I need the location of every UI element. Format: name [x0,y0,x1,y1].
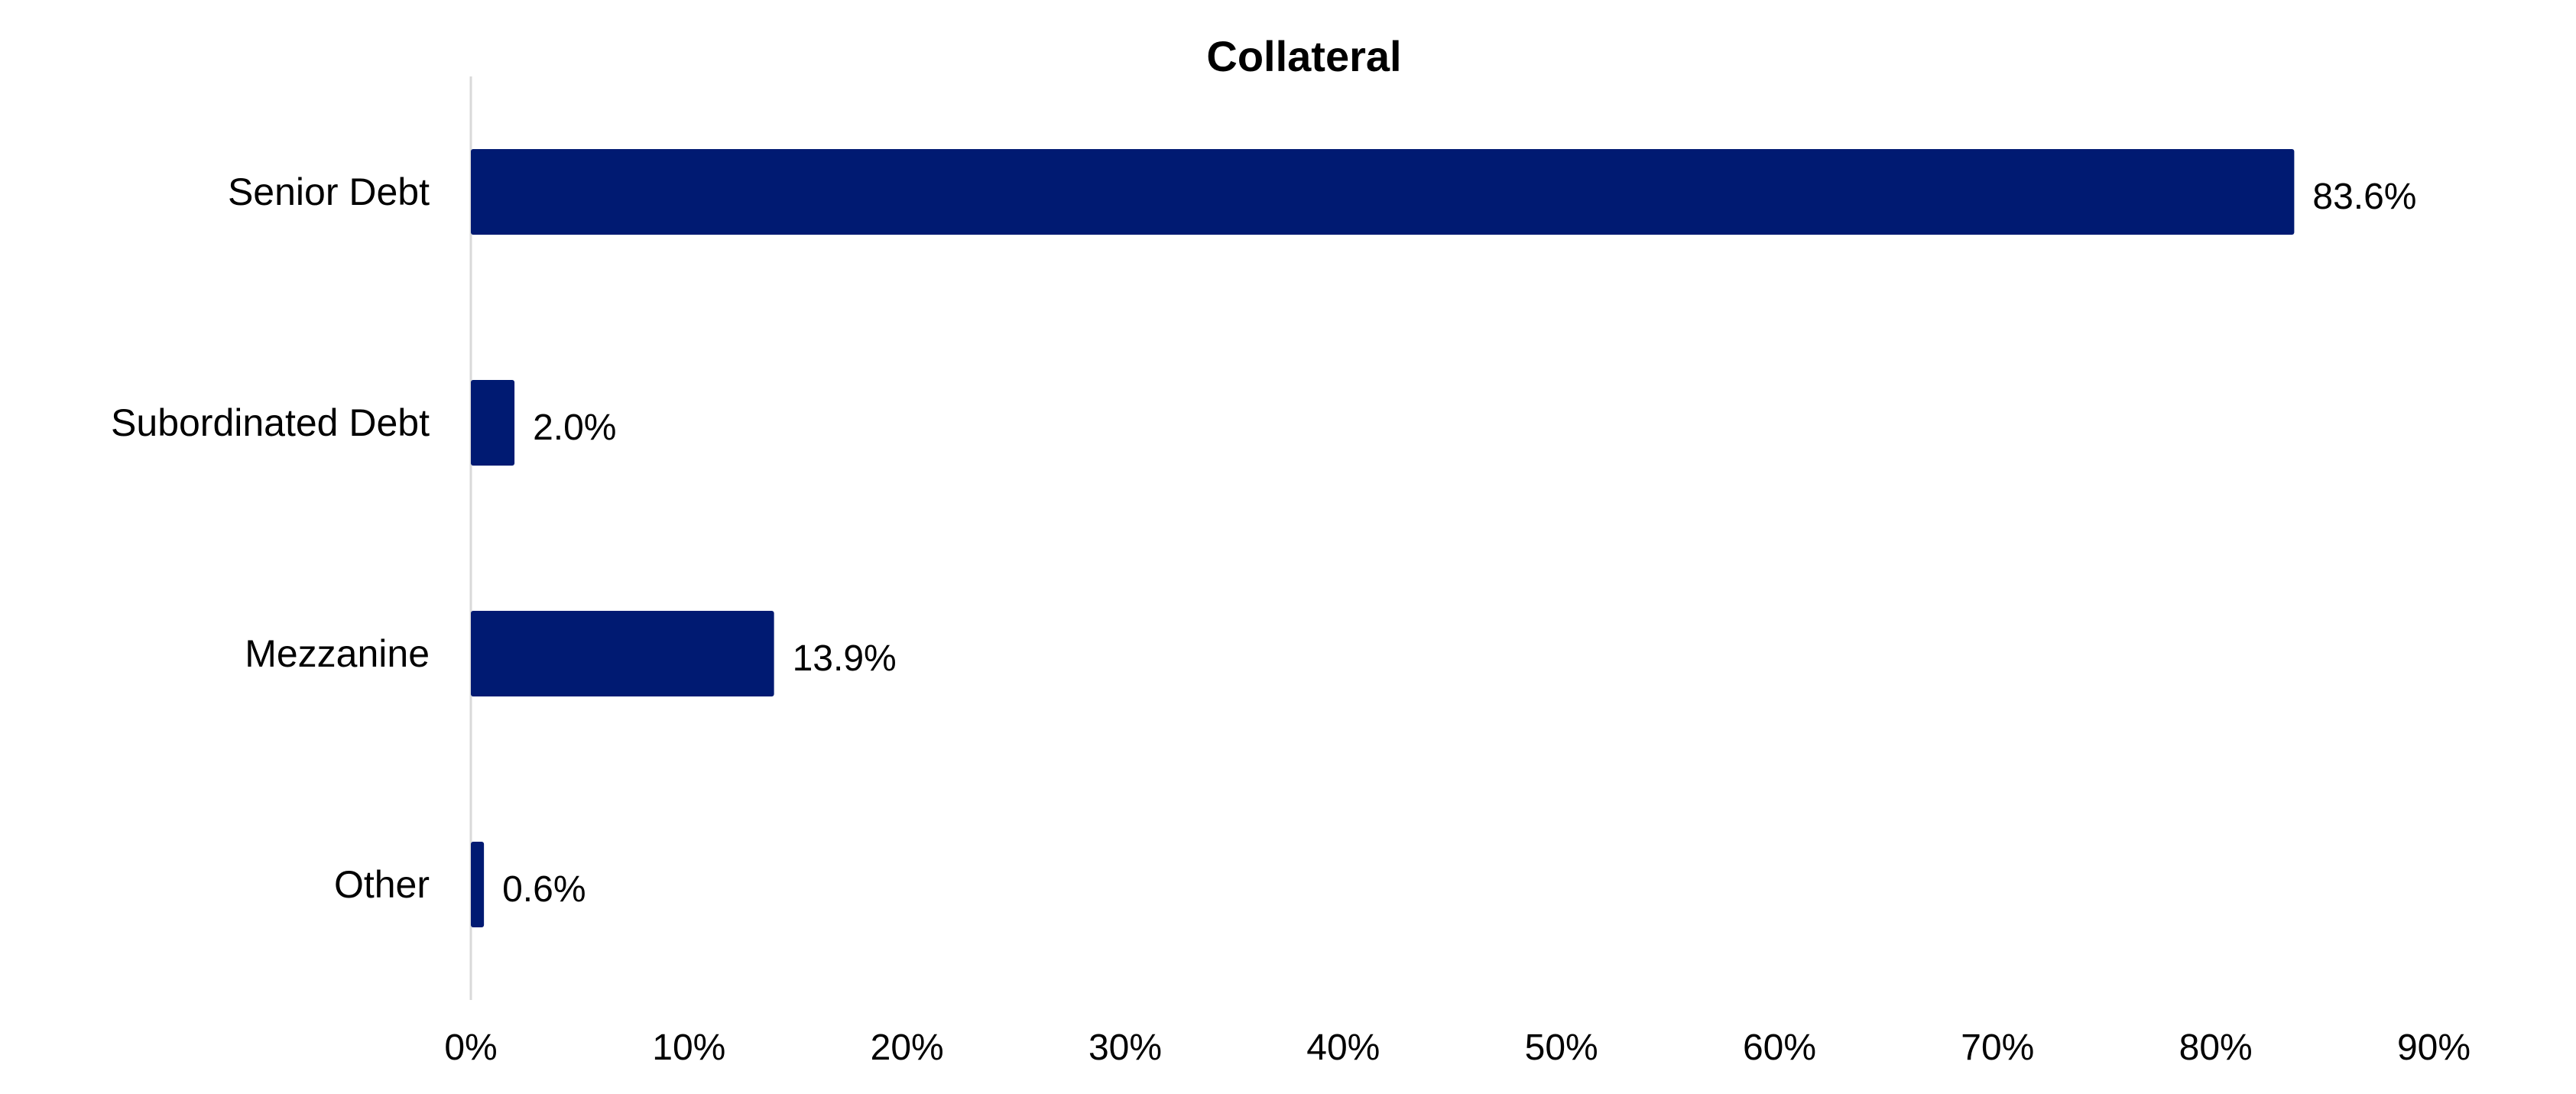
data-label: 2.0% [533,407,616,448]
x-tick-label: 20% [871,1027,944,1068]
data-label: 83.6% [2312,177,2416,217]
data-label: 0.6% [502,869,586,910]
x-tick-label: 10% [652,1027,725,1068]
bar-mezzanine [471,611,774,696]
bar-subordinated-debt [471,380,515,466]
x-tick-label: 50% [1525,1027,1598,1068]
category-label: Mezzanine [245,632,430,675]
x-tick-label: 90% [2397,1027,2471,1068]
category-label: Other [334,863,430,906]
data-label: 13.9% [793,638,897,679]
x-tick-label: 0% [444,1027,497,1068]
chart-title: Collateral [1206,32,1401,80]
x-tick-label: 70% [1961,1027,2034,1068]
x-tick-label: 30% [1088,1027,1162,1068]
x-tick-label: 80% [2179,1027,2253,1068]
labels-layer: Senior Debt 83.6% Subordinated Debt 2.0% Mez… [111,170,2416,910]
x-tick-label: 60% [1743,1027,1816,1068]
bar-other [471,842,485,927]
bar-senior-debt [471,149,2295,235]
category-label: Senior Debt [228,170,430,213]
bars-layer [471,149,2295,927]
category-label: Subordinated Debt [111,401,430,444]
x-tick-label: 40% [1306,1027,1380,1068]
ticks-layer: 0% 10% 20% 30% 40% 50% 60% 70% 80% 90% [444,1027,2471,1068]
